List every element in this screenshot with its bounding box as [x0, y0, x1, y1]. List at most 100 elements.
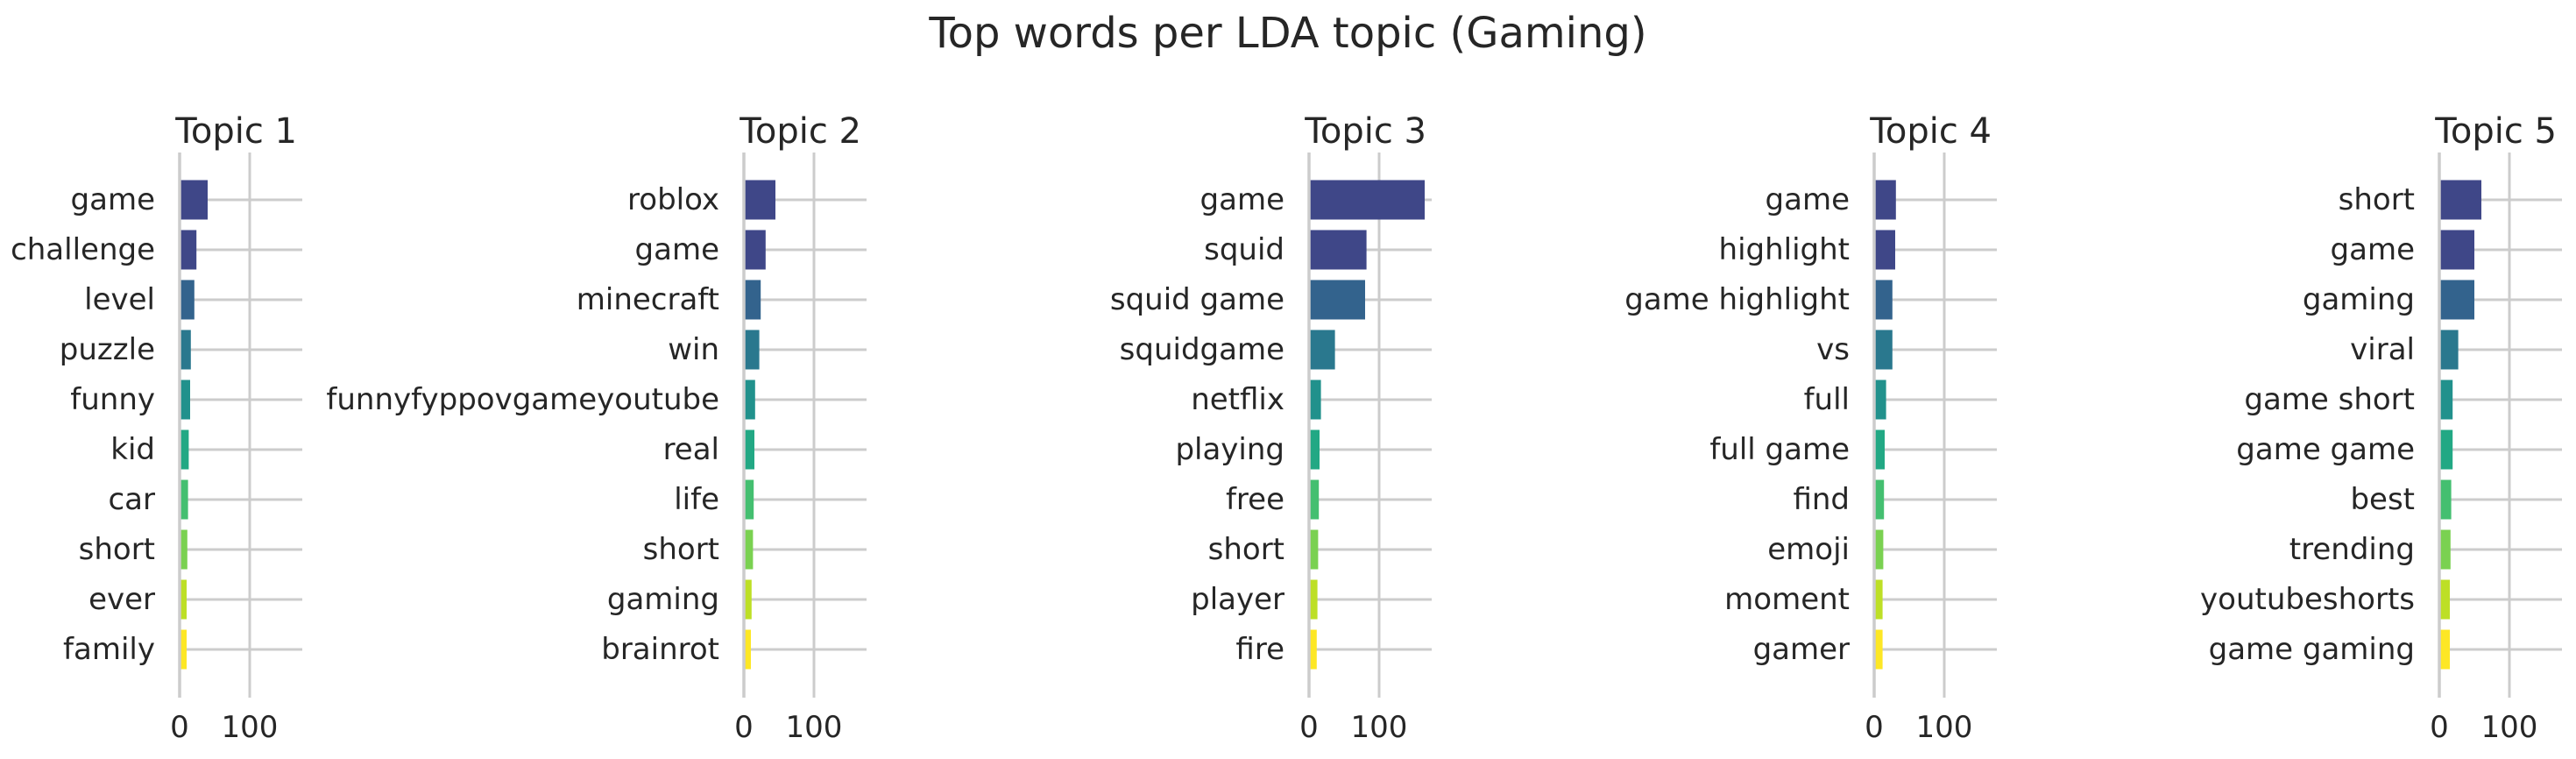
bar	[1309, 280, 1365, 320]
bar	[1309, 230, 1367, 270]
bar	[180, 529, 188, 570]
bar	[1309, 180, 1425, 220]
subplot-title: Topic 2	[739, 111, 861, 152]
y-tick-label: free	[1226, 482, 1284, 517]
bar	[2439, 280, 2474, 320]
x-tick-label: 0	[170, 710, 189, 745]
y-tick-label: youtubeshorts	[2200, 582, 2415, 617]
bar	[2439, 479, 2452, 520]
y-tick-label: emoji	[1767, 532, 1850, 567]
bar	[180, 629, 187, 670]
bar	[1874, 629, 1883, 670]
y-tick-label: game	[2331, 232, 2415, 267]
bar	[744, 429, 754, 470]
bar	[744, 330, 760, 370]
figure-title: Top words per LDA topic (Gaming)	[929, 9, 1647, 58]
y-tick-label: challenge	[11, 232, 155, 267]
bar	[2439, 380, 2453, 420]
bar	[2439, 629, 2450, 670]
y-tick-label: win	[668, 332, 719, 367]
y-tick-label: highlight	[1719, 232, 1850, 267]
bar	[744, 629, 751, 670]
y-tick-label: ever	[88, 582, 155, 617]
bar	[744, 230, 766, 270]
subplot-title: Topic 1	[174, 111, 297, 152]
bar	[1309, 579, 1318, 620]
y-tick-label: game	[1766, 182, 1850, 217]
y-tick-label: game highlight	[1624, 282, 1850, 317]
bar	[180, 479, 188, 520]
x-tick-label: 0	[1299, 710, 1319, 745]
bar	[180, 280, 195, 320]
x-tick-label: 100	[222, 710, 279, 745]
y-tick-label: kid	[110, 432, 155, 467]
y-tick-label: gamer	[1753, 632, 1850, 667]
bar	[1309, 629, 1317, 670]
y-tick-label: roblox	[627, 182, 719, 217]
bar	[1874, 380, 1886, 420]
y-tick-label: best	[2350, 482, 2415, 517]
bar	[1874, 429, 1885, 470]
bar	[2439, 180, 2481, 220]
y-tick-label: family	[63, 632, 155, 667]
bar	[1309, 479, 1320, 520]
bar	[1309, 529, 1319, 570]
bar	[1874, 330, 1893, 370]
bar	[2439, 529, 2451, 570]
subplot-title: Topic 4	[1869, 111, 1992, 152]
bar	[1874, 230, 1895, 270]
bar	[1309, 429, 1320, 470]
y-tick-label: level	[84, 282, 155, 317]
bar	[1874, 529, 1884, 570]
y-tick-label: puzzle	[60, 332, 155, 367]
bar	[180, 180, 208, 220]
y-tick-label: full	[1804, 382, 1850, 417]
y-tick-label: game gaming	[2209, 632, 2415, 667]
subplot-title: Topic 5	[2434, 111, 2557, 152]
y-tick-label: fire	[1235, 632, 1284, 667]
y-tick-label: funny	[70, 382, 155, 417]
x-tick-label: 0	[1865, 710, 1884, 745]
y-tick-label: minecraft	[577, 282, 719, 317]
bar	[180, 380, 190, 420]
y-tick-label: vs	[1816, 332, 1850, 367]
y-tick-label: player	[1191, 582, 1284, 617]
bar	[1874, 579, 1883, 620]
bar	[744, 579, 752, 620]
y-tick-label: squid game	[1110, 282, 1284, 317]
y-tick-label: short	[2339, 182, 2415, 217]
bar	[1874, 280, 1893, 320]
y-tick-label: short	[1208, 532, 1284, 567]
y-tick-label: netflix	[1191, 382, 1284, 417]
y-tick-label: gaming	[607, 582, 719, 617]
y-tick-label: brainrot	[601, 632, 719, 667]
y-tick-label: life	[674, 482, 719, 517]
bar	[180, 429, 189, 470]
bar	[2439, 579, 2450, 620]
bar	[2439, 429, 2453, 470]
x-tick-label: 100	[2481, 710, 2538, 745]
y-tick-label: game short	[2244, 382, 2415, 417]
y-tick-label: short	[643, 532, 719, 567]
y-tick-label: viral	[2350, 332, 2415, 367]
bar	[744, 380, 755, 420]
y-tick-label: squid	[1204, 232, 1284, 267]
bar	[744, 180, 775, 220]
bar	[180, 579, 187, 620]
y-tick-label: playing	[1175, 432, 1284, 467]
x-tick-label: 0	[734, 710, 754, 745]
subplot-title: Topic 3	[1304, 111, 1426, 152]
y-tick-label: game	[635, 232, 719, 267]
bar	[180, 330, 191, 370]
y-tick-label: game game	[2236, 432, 2415, 467]
y-tick-label: trending	[2289, 532, 2415, 567]
x-tick-label: 100	[1351, 710, 1408, 745]
y-tick-label: game	[1200, 182, 1284, 217]
y-tick-label: moment	[1724, 582, 1850, 617]
y-tick-label: real	[663, 432, 719, 467]
y-tick-label: funnyfyppovgameyoutube	[326, 382, 719, 417]
bar	[180, 230, 197, 270]
y-tick-label: game	[71, 182, 155, 217]
